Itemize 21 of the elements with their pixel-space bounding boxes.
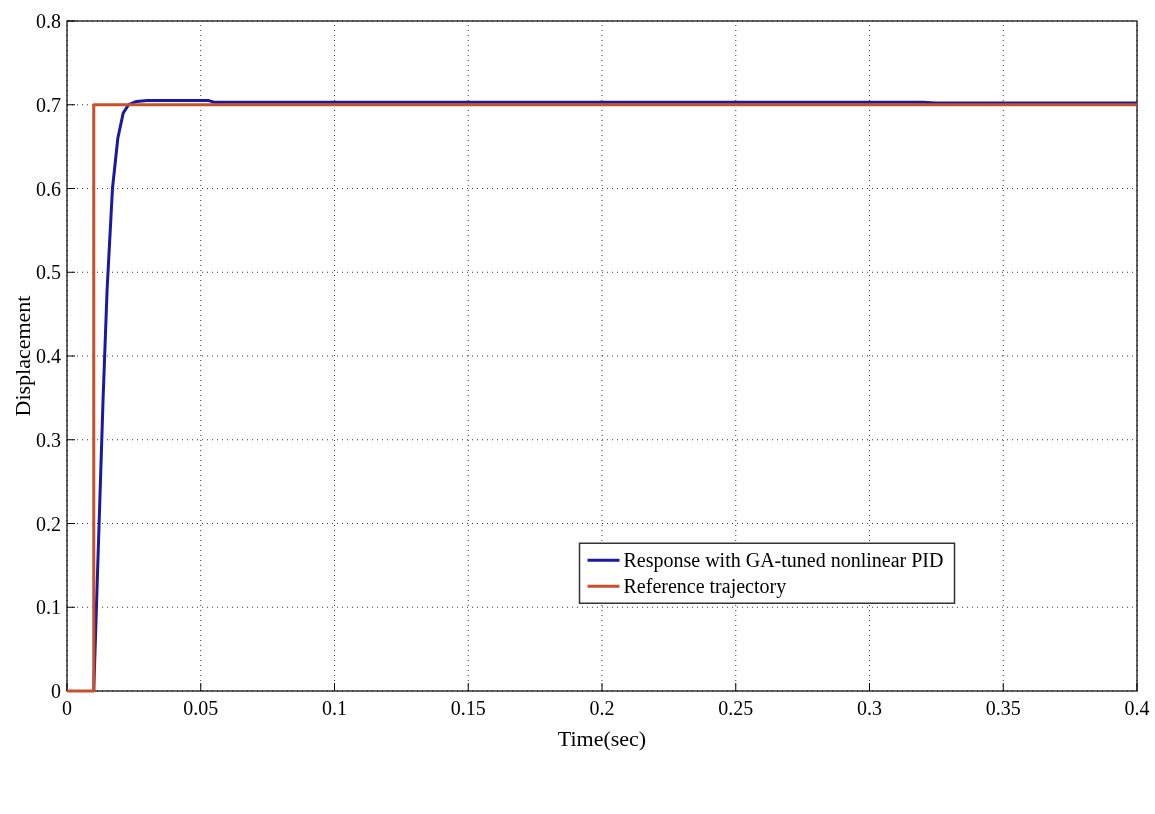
y-tick-label: 0.2 xyxy=(36,512,61,535)
y-tick-label: 0.7 xyxy=(36,93,61,116)
x-tick-label: 0.1 xyxy=(322,697,347,719)
x-tick-label: 0.2 xyxy=(589,697,615,719)
x-tick-label: 0.4 xyxy=(1124,697,1150,719)
y-tick-label: 0.4 xyxy=(36,345,61,367)
y-tick-label: 0.3 xyxy=(36,428,61,451)
y-tick-label: 0.6 xyxy=(36,177,61,200)
y-tick-label: 0.8 xyxy=(36,10,61,32)
x-tick-label: 0.15 xyxy=(450,697,486,719)
y-tick-label: 0.5 xyxy=(36,261,61,284)
x-tick-label: 0.35 xyxy=(985,697,1021,719)
y-axis-title: Displacement xyxy=(10,295,35,417)
x-tick-label: 0.05 xyxy=(183,697,219,719)
legend-label: Response with GA-tuned nonlinear PID xyxy=(623,549,944,573)
legend-label: Reference trajectory xyxy=(623,575,787,599)
x-tick-label: 0.25 xyxy=(718,697,754,719)
y-tick-label: 0.1 xyxy=(36,596,61,619)
x-axis-title: Time(sec) xyxy=(557,726,647,751)
y-tick-label: 0 xyxy=(51,680,61,702)
x-tick-label: 0.3 xyxy=(857,697,882,719)
